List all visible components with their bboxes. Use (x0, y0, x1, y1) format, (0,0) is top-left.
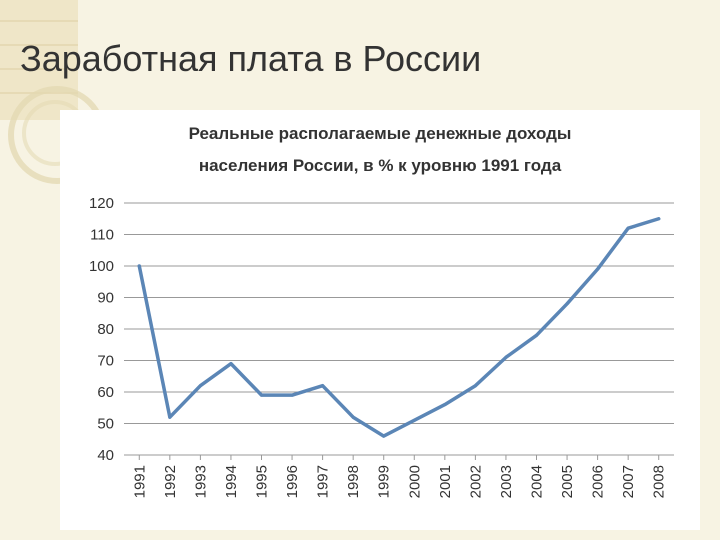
data-point (351, 415, 355, 419)
x-tick-label: 2001 (437, 465, 454, 498)
chart-title-line-1: Реальные располагаемые денежные доходы (188, 124, 572, 143)
data-point (168, 415, 172, 419)
y-tick-label: 110 (90, 227, 114, 244)
slide-title: Заработная плата в России (20, 38, 482, 79)
x-tick-label: 2000 (406, 465, 423, 498)
grid-layer (124, 202, 674, 456)
x-tick-label: 1999 (376, 465, 393, 498)
x-tick-label: 1994 (223, 465, 240, 498)
x-tick-label: 2007 (620, 465, 637, 498)
data-point (535, 333, 538, 337)
data-point (565, 302, 569, 306)
x-tick-label: 2003 (498, 465, 515, 498)
x-tick-label: 2006 (590, 465, 607, 498)
data-point (596, 267, 600, 271)
data-point (260, 393, 263, 397)
data-point (229, 362, 233, 366)
x-tick-label: 1992 (162, 465, 179, 498)
data-point (412, 418, 416, 422)
decorative-stripe (0, 20, 78, 22)
data-point (198, 384, 202, 388)
chart-panel: Реальные располагаемые денежные доходы н… (60, 110, 700, 530)
decorative-stripe (0, 44, 78, 46)
chart-title-line-2: населения России, в % к уровню 1991 года (198, 156, 562, 175)
y-tick-label: 50 (97, 416, 114, 433)
data-point (657, 217, 661, 221)
data-point (382, 434, 386, 438)
x-tick-label: 1991 (131, 465, 148, 498)
x-tick-label: 2004 (529, 465, 546, 498)
x-tick-label: 2005 (559, 465, 576, 498)
x-tick-label: 1995 (254, 465, 271, 498)
data-point (473, 384, 477, 388)
y-tick-label: 70 (97, 353, 114, 370)
y-tick-label: 80 (97, 321, 114, 338)
y-tick-label: 100 (89, 258, 114, 275)
series-line (137, 217, 661, 438)
x-tick-label: 1998 (345, 465, 362, 498)
data-point (504, 355, 508, 359)
series-layer (137, 217, 661, 438)
x-tick-label: 1997 (315, 465, 332, 498)
x-tick-label: 1993 (192, 465, 209, 498)
data-point (321, 384, 325, 388)
y-tick-label: 40 (97, 447, 114, 464)
data-point (443, 403, 447, 407)
decorative-stripe (0, 68, 78, 70)
y-tick-label: 120 (89, 195, 114, 212)
data-point (290, 393, 294, 397)
x-tick-label: 1996 (284, 465, 301, 498)
x-axis-ticks: 1991 1992 1993 1994 1995 1996 1997 1998 1999 2000… (131, 455, 668, 498)
y-axis-ticks: 40 50 60 70 80 90 100 110 120 (89, 195, 114, 464)
data-point (137, 264, 141, 268)
y-tick-label: 60 (97, 384, 114, 401)
data-point (626, 226, 630, 230)
y-tick-label: 90 (97, 290, 114, 307)
x-tick-label: 2008 (651, 465, 668, 498)
x-tick-label: 2002 (467, 465, 484, 498)
